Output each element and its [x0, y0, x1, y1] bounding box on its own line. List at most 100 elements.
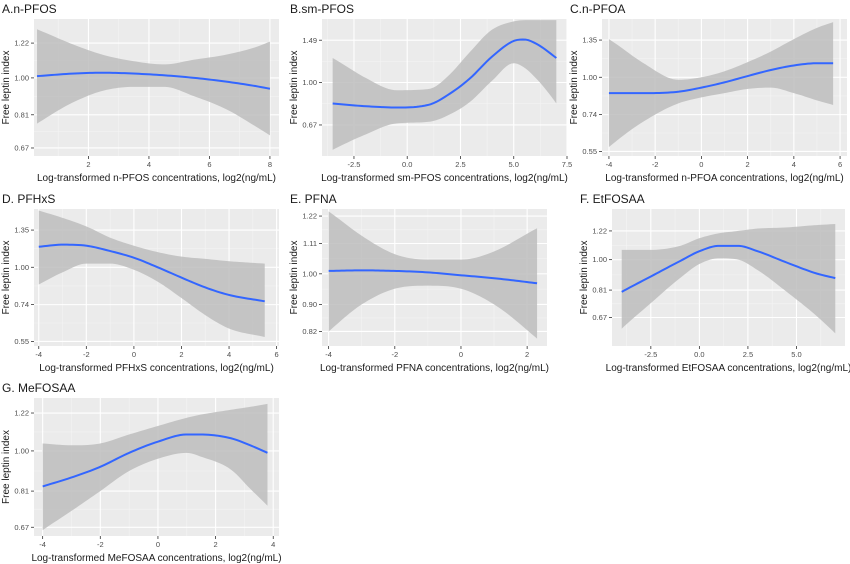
y-tick-label: 1.00 — [302, 78, 317, 87]
x-tick-label: 4 — [227, 350, 231, 359]
x-tick-label: 0 — [699, 160, 703, 169]
x-tick-label: 5.0 — [509, 160, 519, 169]
y-tick-label: 1.35 — [14, 226, 29, 235]
series-line — [42, 433, 268, 488]
y-tick-label: 1.49 — [302, 36, 317, 45]
x-tick-label: 6 — [838, 160, 842, 169]
x-tick-label: 4 — [271, 540, 275, 549]
y-tick-label: 0.81 — [592, 286, 607, 295]
y-tick-label: 0.82 — [302, 327, 317, 336]
y-tick-label: 1.22 — [14, 409, 29, 418]
confidence-band — [328, 211, 538, 339]
panel-5: -4 -2 0 2 0.82 0.90 1.00 1.11 1.22 E. PFNA Log-tra… — [289, 192, 549, 374]
x-axis-label: Log-transformed EtFOSAA concentrations, … — [606, 363, 850, 374]
x-tick-label: 5.0 — [791, 350, 801, 359]
series-line — [38, 243, 265, 303]
y-tick-label: 1.00 — [592, 255, 607, 264]
y-tick-label: 1.00 — [14, 447, 29, 456]
y-tick-label: 0.67 — [592, 313, 607, 322]
x-axis-label: Log-transformed n-PFOA concentrations, l… — [605, 173, 843, 184]
x-tick-label: 2 — [746, 160, 750, 169]
y-tick-label: 1.00 — [14, 73, 29, 82]
y-tick-label: 1.35 — [582, 36, 597, 45]
x-tick-label: 2 — [179, 350, 183, 359]
x-tick-label: 6 — [207, 160, 211, 169]
chart-title: E. PFNA — [290, 192, 337, 206]
panel-4: -4 -2 0 2 4 6 0.55 0.74 1.00 1.35 D. PFHxS Log-tran… — [1, 192, 279, 374]
x-tick-label: 0.0 — [694, 350, 704, 359]
x-tick-label: -4 — [39, 540, 46, 549]
chart-title: D. PFHxS — [2, 192, 55, 206]
x-tick-label: 4 — [147, 160, 151, 169]
x-tick-label: 4 — [792, 160, 796, 169]
panel-3: -4 -2 0 2 4 6 0.55 0.74 1.00 1.35 C.n-PFOA Log-tran… — [569, 2, 847, 184]
y-tick-label: 1.22 — [14, 39, 29, 48]
x-axis-label: Log-transformed MeFOSAA concentrations, … — [31, 553, 281, 564]
x-tick-label: 2 — [86, 160, 90, 169]
x-tick-label: 0.0 — [402, 160, 412, 169]
x-tick-label: -4 — [35, 350, 42, 359]
x-tick-label: 0 — [132, 350, 136, 359]
x-tick-label: -4 — [606, 160, 613, 169]
y-tick-label: 1.00 — [14, 263, 29, 272]
y-tick-label: 1.22 — [592, 227, 607, 236]
x-axis-label: Log-transformed sm-PFOS concentrations, … — [321, 173, 568, 184]
series-line — [328, 269, 538, 285]
x-tick-label: 2.5 — [455, 160, 465, 169]
x-tick-label: 2 — [525, 350, 529, 359]
x-tick-label: 6 — [275, 350, 279, 359]
y-axis-label: Free leptin index — [569, 51, 580, 125]
x-tick-label: -2 — [652, 160, 659, 169]
panel-7: -4 -2 0 2 4 0.67 0.81 1.00 1.22 G. MeFOSAA Log-tra… — [1, 381, 282, 564]
y-tick-label: 1.00 — [302, 269, 317, 278]
series-line — [621, 244, 836, 293]
x-tick-label: -2 — [83, 350, 90, 359]
y-axis-label: Free leptin index — [1, 430, 12, 504]
y-tick-label: 0.74 — [582, 110, 597, 119]
y-axis-label: Free leptin index — [289, 51, 300, 125]
y-tick-label: 1.00 — [582, 73, 597, 82]
x-tick-label: -2.5 — [644, 350, 657, 359]
x-tick-label: 7.5 — [562, 160, 572, 169]
x-tick-label: -2 — [391, 350, 398, 359]
y-axis-label: Free leptin index — [1, 51, 12, 125]
confidence-band — [608, 22, 834, 147]
x-tick-label: 8 — [268, 160, 272, 169]
panel-2: -2.5 0.0 2.5 5.0 7.5 0.67 1.00 1.49 B.sm-PFOS Log… — [289, 2, 572, 184]
x-tick-label: 0 — [156, 540, 160, 549]
y-axis-label: Free leptin index — [579, 241, 590, 315]
panel-1: 2 4 6 8 0.67 0.81 1.00 1.22 A.n-PFOS Log-transfor… — [1, 2, 279, 184]
x-tick-label: -2.5 — [347, 160, 360, 169]
y-tick-label: 0.90 — [302, 300, 317, 309]
y-tick-label: 0.67 — [14, 523, 29, 532]
chart-title: B.sm-PFOS — [290, 2, 354, 16]
y-tick-label: 0.55 — [582, 147, 597, 156]
y-tick-label: 0.67 — [302, 121, 317, 130]
series-line — [36, 71, 271, 90]
y-tick-label: 1.11 — [303, 239, 317, 248]
x-tick-label: 0 — [459, 350, 463, 359]
chart-title: F. EtFOSAA — [580, 192, 645, 206]
confidence-band — [37, 29, 270, 136]
y-axis-label: Free leptin index — [1, 241, 12, 315]
x-tick-label: 2.5 — [743, 350, 753, 359]
x-axis-label: Log-transformed PFHxS concentrations, lo… — [39, 363, 274, 374]
confidence-band — [38, 210, 265, 337]
y-tick-label: 1.22 — [302, 212, 317, 221]
x-tick-label: 2 — [214, 540, 218, 549]
y-axis-label: Free leptin index — [289, 241, 300, 315]
confidence-band — [332, 20, 557, 150]
y-tick-label: 0.81 — [14, 110, 29, 119]
chart-title: A.n-PFOS — [2, 2, 57, 16]
x-tick-label: -2 — [97, 540, 104, 549]
series-line — [332, 38, 557, 109]
chart-title: G. MeFOSAA — [2, 381, 75, 395]
confidence-band — [621, 223, 836, 334]
panel-6: -2.5 0.0 2.5 5.0 0.67 0.81 1.00 1.22 F. EtFOSAA L… — [579, 192, 850, 374]
y-tick-label: 0.55 — [14, 337, 29, 346]
y-tick-label: 0.81 — [14, 487, 29, 496]
y-tick-label: 0.67 — [14, 144, 29, 153]
x-axis-label: Log-transformed PFNA concentrations, log… — [320, 363, 549, 374]
x-axis-label: Log-transformed n-PFOS concentrations, l… — [37, 173, 276, 184]
